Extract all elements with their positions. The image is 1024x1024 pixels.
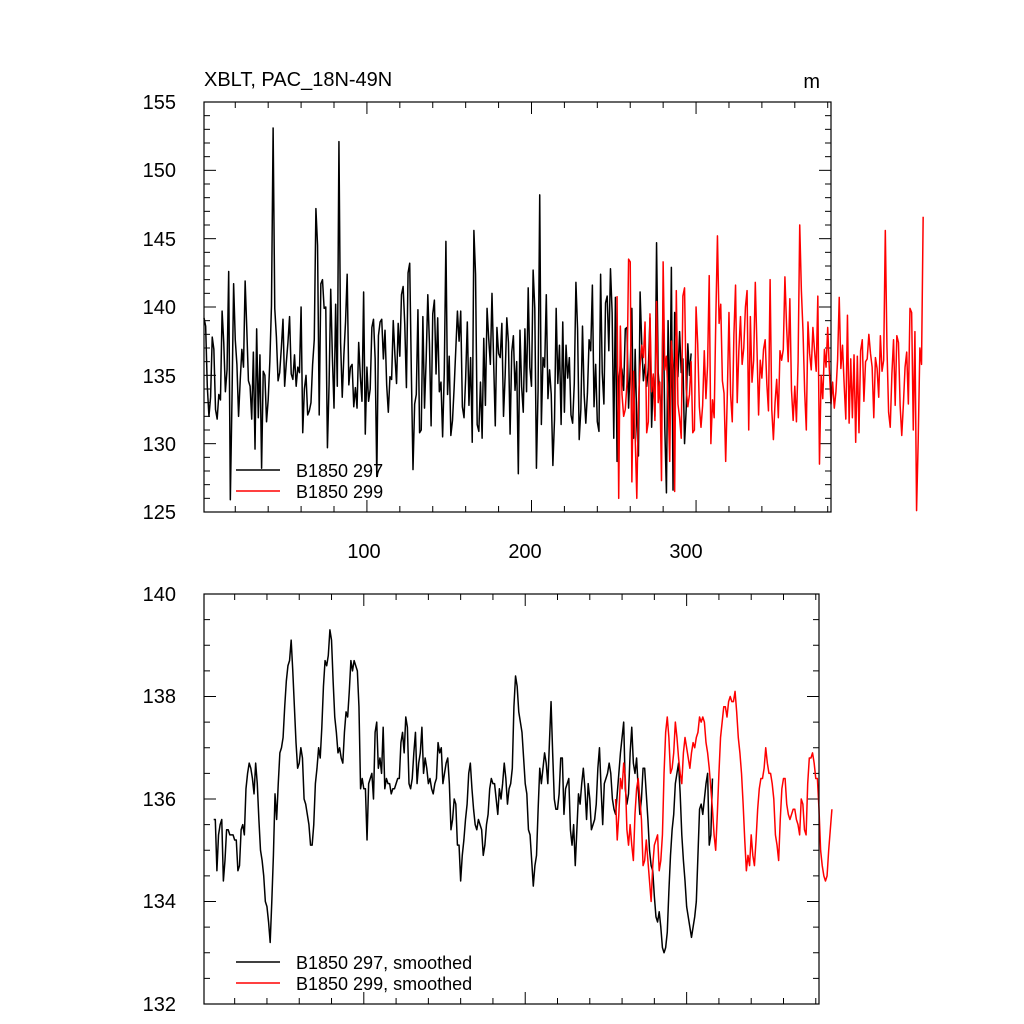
chart-title: XBLT, PAC_18N-49N <box>204 69 392 91</box>
x-tick-label: 200 <box>508 541 541 563</box>
y-tick-label: 150 <box>143 160 176 182</box>
x-tick-label: 300 <box>669 541 702 563</box>
y-tick-label: 138 <box>143 686 176 708</box>
series-line-b1850-297 <box>203 127 692 501</box>
legend: B1850 297, smoothed B1850 299, smoothed <box>236 953 472 994</box>
series-line-b1850-297-smoothed <box>213 629 714 954</box>
series-line-b1850-299-smoothed <box>614 690 833 903</box>
series-line-b1850-299 <box>616 216 924 512</box>
legend-label: B1850 299 <box>296 482 383 502</box>
y-tick-label: 136 <box>143 789 176 811</box>
y-tick-label: 135 <box>143 366 176 388</box>
top-panel: XBLT, PAC_18N-49N m 125 130 135 140 145 … <box>143 69 924 563</box>
legend-label: B1850 297 <box>296 461 383 481</box>
bottom-panel: 132 134 136 138 140 B1850 297, smoothed … <box>143 584 833 1016</box>
y-tick-label: 134 <box>143 891 176 913</box>
legend: B1850 297 B1850 299 <box>236 461 383 502</box>
y-tick-label: 155 <box>143 92 176 114</box>
units-label: m <box>803 71 820 93</box>
y-tick-label: 130 <box>143 434 176 456</box>
bottom-plot-frame <box>203 593 820 1005</box>
y-tick-label: 125 <box>143 502 176 524</box>
y-tick-label: 140 <box>143 584 176 606</box>
legend-label: B1850 297, smoothed <box>296 953 472 973</box>
top-plot-frame <box>203 101 832 513</box>
y-tick-label: 145 <box>143 229 176 251</box>
legend-label: B1850 299, smoothed <box>296 974 472 994</box>
y-tick-label: 140 <box>143 297 176 319</box>
x-tick-label: 100 <box>347 541 380 563</box>
y-tick-label: 132 <box>143 994 176 1016</box>
